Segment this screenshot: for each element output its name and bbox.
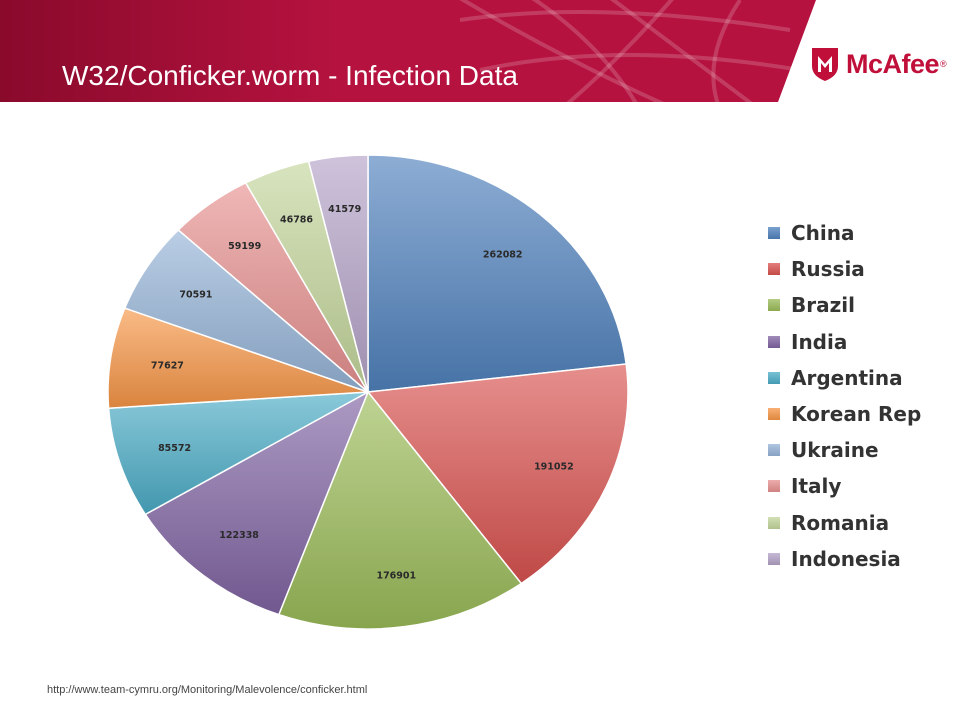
pie-slice-korean-rep <box>107 307 369 410</box>
legend-item-brazil: Brazil <box>768 287 921 323</box>
data-label-china: 262082 <box>483 249 523 260</box>
pie-slice-argentina <box>107 391 369 516</box>
legend-swatch <box>768 227 780 240</box>
pie-slices <box>107 154 629 630</box>
pie-data-labels: 262082 191052 176901 122338 85572 77627 70591 5… <box>151 204 574 582</box>
legend-swatch <box>768 335 780 348</box>
legend-item-india: India <box>768 324 921 360</box>
data-label-korean-rep: 77627 <box>151 361 184 372</box>
legend-swatch <box>768 552 780 565</box>
pie-slice-indonesia <box>307 154 369 393</box>
legend-label: Romania <box>791 510 890 535</box>
legend-swatch <box>768 299 780 312</box>
data-label-brazil: 176901 <box>376 571 416 582</box>
pie-slice-brazil <box>277 390 523 630</box>
legend-item-ukraine: Ukraine <box>768 432 921 468</box>
data-label-indonesia: 41579 <box>328 204 361 215</box>
source-url[interactable]: http://www.team-cymru.org/Monitoring/Mal… <box>47 684 368 696</box>
legend-label: Russia <box>791 257 865 282</box>
pie-slice-china <box>367 154 628 393</box>
legend-item-indonesia: Indonesia <box>768 541 921 577</box>
mcafee-shield-icon <box>812 48 838 81</box>
title-banner: W32/Conficker.worm - Infection Data <box>0 0 960 102</box>
registered-mark: ® <box>940 59 947 69</box>
legend-label: India <box>791 329 848 354</box>
data-label-romania: 46786 <box>280 215 313 226</box>
data-label-ukraine: 70591 <box>179 290 212 301</box>
chart-legend: China Russia Brazil India Argentina Korean Re… <box>768 215 921 577</box>
pie-slice-india <box>144 390 370 616</box>
legend-label: Argentina <box>791 365 903 390</box>
brand-name: McAfee <box>846 48 940 79</box>
legend-item-argentina: Argentina <box>768 360 921 396</box>
legend-label: China <box>791 221 855 246</box>
legend-item-china: China <box>768 215 921 251</box>
data-label-italy: 59199 <box>228 241 261 252</box>
legend-swatch <box>768 263 780 276</box>
pie-slice-russia <box>366 363 629 585</box>
legend-swatch <box>768 480 780 493</box>
legend-item-romania: Romania <box>768 505 921 541</box>
data-label-russia: 191052 <box>534 461 574 472</box>
legend-label: Korean Rep <box>791 402 922 427</box>
legend-label: Brazil <box>791 293 855 318</box>
legend-swatch <box>768 516 780 529</box>
legend-item-korean-rep: Korean Rep <box>768 396 921 432</box>
slide-title: W32/Conficker.worm - Infection Data <box>62 60 518 91</box>
legend-label: Ukraine <box>791 438 879 463</box>
legend-label: Italy <box>791 474 842 499</box>
legend-item-russia: Russia <box>768 251 921 287</box>
mcafee-logo: McAfee ® <box>810 44 947 84</box>
legend-swatch <box>768 371 780 384</box>
legend-swatch <box>768 444 780 457</box>
data-label-india: 122338 <box>219 530 259 541</box>
legend-swatch <box>768 408 780 421</box>
legend-item-italy: Italy <box>768 468 921 504</box>
legend-label: Indonesia <box>791 546 901 571</box>
data-label-argentina: 85572 <box>158 443 191 454</box>
banner-background <box>0 0 960 102</box>
